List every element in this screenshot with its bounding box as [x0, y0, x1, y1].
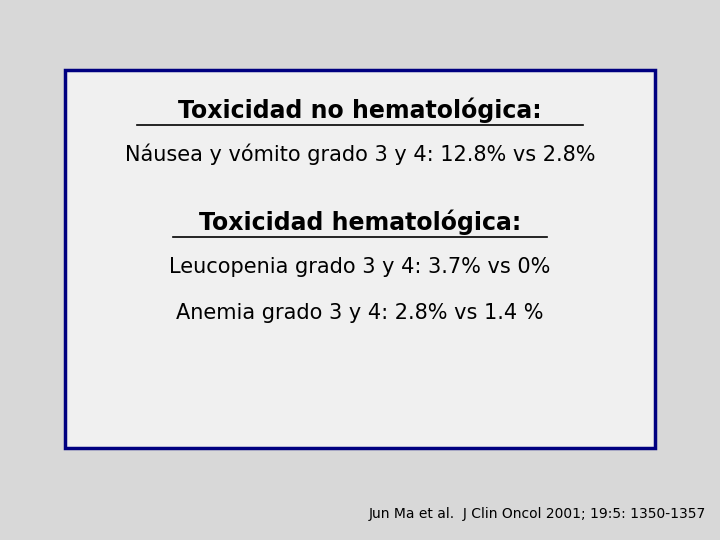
- Text: Jun Ma et al.  J Clin Oncol 2001; 19:5: 1350-1357: Jun Ma et al. J Clin Oncol 2001; 19:5: 1…: [369, 507, 706, 521]
- Text: Anemia grado 3 y 4: 2.8% vs 1.4 %: Anemia grado 3 y 4: 2.8% vs 1.4 %: [176, 303, 544, 323]
- FancyBboxPatch shape: [65, 70, 655, 448]
- Text: Leucopenia grado 3 y 4: 3.7% vs 0%: Leucopenia grado 3 y 4: 3.7% vs 0%: [169, 257, 551, 278]
- Text: Náusea y vómito grado 3 y 4: 12.8% vs 2.8%: Náusea y vómito grado 3 y 4: 12.8% vs 2.…: [125, 143, 595, 165]
- Text: Toxicidad hematológica:: Toxicidad hematológica:: [199, 210, 521, 235]
- Text: Toxicidad no hematológica:: Toxicidad no hematológica:: [178, 98, 542, 124]
